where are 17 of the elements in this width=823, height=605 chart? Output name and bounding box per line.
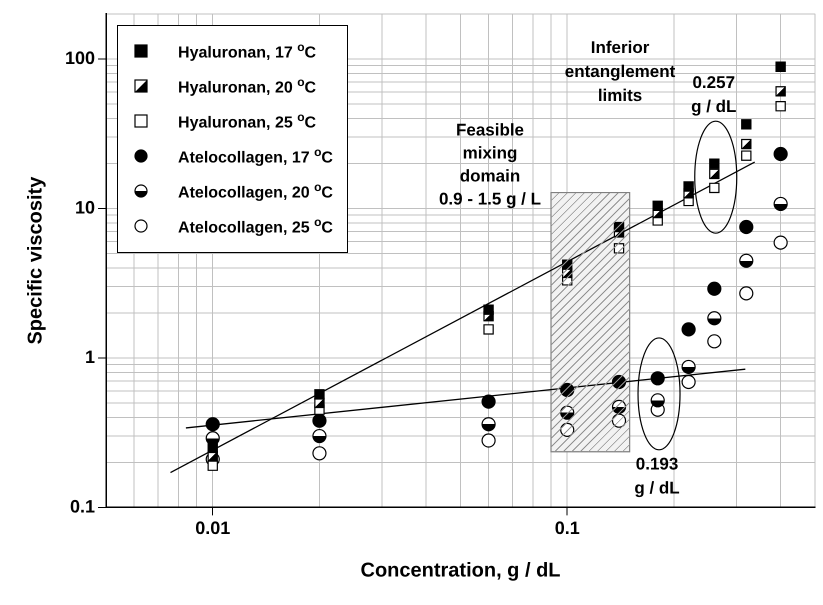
legend-label: Atelocollagen, 25 $^{o}$C [178, 215, 333, 238]
legend-label: Hyaluronan, 25 $^{o}$C [178, 110, 316, 132]
annotation: Inferior entanglement limits [564, 38, 676, 105]
annotation: 0.257 g / dL [691, 72, 736, 116]
x-axis-title: Concentration, g / dL [360, 560, 561, 582]
y-tick-label: 1 [85, 346, 96, 367]
legend-label: Hyaluronan, 20 $^{o}$C [178, 75, 316, 98]
y-axis-title: Specific viscosity [24, 176, 47, 345]
band-label: Feasible mixing domain 0.9 - 1.5 g / L [438, 120, 542, 208]
annotation: 0.193 g / dL [634, 454, 680, 498]
legend-label: Atelocollagen, 20 $^{o}$C [178, 180, 333, 202]
x-tick-label: 0.01 [195, 518, 230, 538]
legend-label: Hyaluronan, 17 $^{o}$C [178, 40, 316, 62]
y-tick-label: 10 [75, 197, 96, 218]
y-tick-label: 0.1 [70, 496, 96, 516]
legend-label: Atelocollagen, 17 $^{o}$C [178, 145, 333, 168]
y-tick-label: 100 [64, 48, 96, 68]
